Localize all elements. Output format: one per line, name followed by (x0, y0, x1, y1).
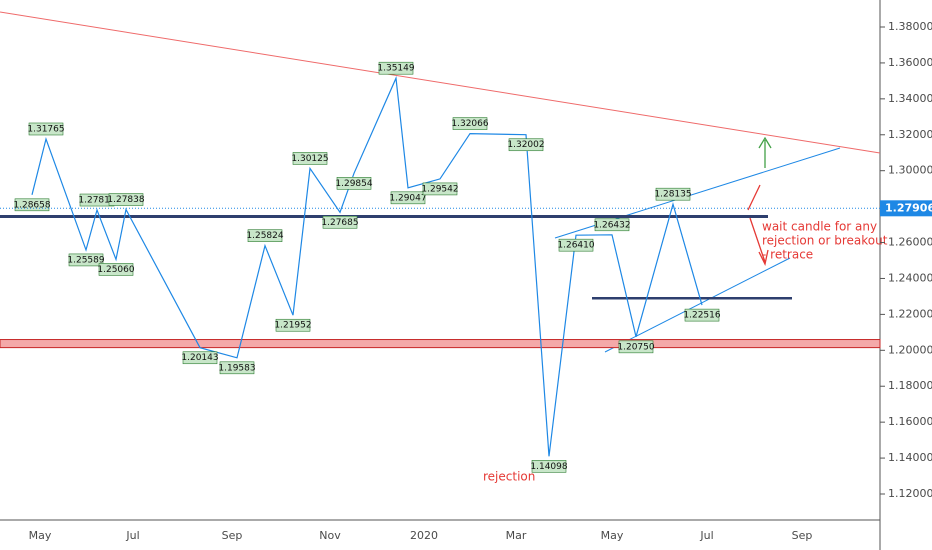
pivot-label-box (558, 238, 594, 252)
pivot-label-box (684, 308, 720, 322)
y-tick-label: 1.20000 (888, 343, 932, 356)
note-rejection: rejection (483, 470, 535, 484)
pivot-label-box (108, 193, 144, 206)
x-tick-label: Jul (125, 529, 139, 542)
pivot-label-box (28, 122, 64, 136)
pivot-label-box (508, 138, 544, 152)
pivot-label: 1.27838 (107, 195, 144, 205)
pivot-label: 1.28135 (654, 190, 691, 200)
note-line: wait candle for any (762, 220, 877, 234)
x-tick-label: 2020 (410, 529, 438, 542)
pivot-label: 1.20750 (617, 342, 654, 352)
pivot-label-box (531, 460, 567, 473)
x-tick-label: Jul (699, 529, 713, 542)
pivot-label-box (182, 351, 218, 365)
pivot-label: 1.32002 (507, 140, 544, 150)
y-tick-label: 1.22000 (888, 307, 932, 320)
pivot-label-box (14, 198, 50, 212)
y-tick-label: 1.38000 (888, 20, 932, 33)
pivot-label: 1.25824 (246, 231, 283, 241)
y-tick-label: 1.18000 (888, 379, 932, 392)
pivot-label-box (292, 152, 328, 165)
resistance-trendline (0, 11, 881, 154)
pivot-label-box (452, 117, 488, 130)
pivot-label: 1.20143 (181, 353, 218, 363)
x-tick-label: May (601, 529, 624, 542)
y-tick-label: 1.12000 (888, 487, 932, 500)
last-price-label: 1.27906 (885, 201, 932, 214)
x-tick-label: Sep (792, 529, 813, 542)
pivot-label: 1.35149 (377, 64, 414, 74)
pivot-label: 1.22516 (683, 311, 720, 321)
pivot-label-box (68, 253, 104, 267)
pivot-label-box (390, 191, 426, 205)
pivot-label: 1.25589 (67, 255, 104, 265)
pivot-label-box (247, 229, 283, 242)
pivot-label: 1.32066 (451, 119, 488, 129)
pivot-label: 1.28658 (13, 200, 50, 210)
y-tick-label: 1.30000 (888, 164, 932, 177)
pivot-label-box (655, 187, 691, 201)
pivot-label: 1.31765 (27, 124, 64, 134)
support-zone (0, 339, 881, 349)
x-tick-label: Sep (222, 529, 243, 542)
pivot-label: 1.14098 (530, 462, 567, 472)
pivot-label: 1.25060 (97, 265, 134, 275)
pivot-label: 1.21952 (274, 321, 311, 331)
pivot-label-box (594, 218, 630, 232)
x-tick-label: Nov (319, 529, 341, 542)
last-price-tag (880, 200, 932, 217)
pivot-label: 1.27810 (78, 196, 115, 206)
pivot-label-box (275, 318, 311, 332)
y-tick-label: 1.34000 (888, 92, 932, 105)
pivot-label-box (98, 263, 134, 276)
y-tick-label: 1.36000 (888, 56, 932, 69)
y-tick-label: 1.14000 (888, 451, 932, 464)
pivot-label-box (422, 182, 458, 196)
x-tick-label: May (29, 529, 52, 542)
breakout-arrow (758, 136, 772, 168)
pivot-label: 1.27685 (321, 218, 358, 228)
pivot-label: 1.29047 (389, 193, 426, 203)
pivot-label: 1.26432 (593, 220, 630, 230)
pivot-label: 1.29854 (335, 179, 372, 189)
pivot-label: 1.29542 (421, 184, 458, 194)
y-tick-label: 1.16000 (888, 415, 932, 428)
note-line: - retrace (762, 248, 813, 262)
retrace-arrow (747, 184, 769, 266)
y-tick-label: 1.24000 (888, 271, 932, 284)
pivot-label: 1.30125 (291, 154, 328, 164)
pivot-label-box (618, 340, 654, 354)
y-tick-label: 1.32000 (888, 128, 932, 141)
pivot-label: 1.26410 (557, 241, 594, 251)
pivot-label-box (322, 215, 358, 229)
note-line: rejection or breakout (762, 234, 888, 248)
pivot-label-box (378, 61, 414, 75)
x-tick-label: Mar (506, 529, 527, 542)
pivot-label-box (336, 177, 372, 190)
pivot-label: 1.19583 (218, 363, 255, 373)
pivot-label-box (219, 361, 255, 375)
price-line (31, 75, 703, 457)
y-tick-label: 1.26000 (888, 236, 932, 249)
